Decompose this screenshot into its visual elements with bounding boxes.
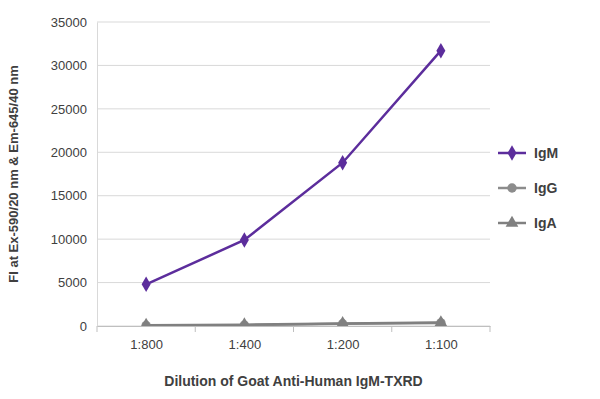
legend-label: IgA	[534, 215, 557, 231]
grid-line	[97, 239, 490, 240]
x-separator	[195, 326, 196, 332]
y-tick: 15000	[51, 188, 97, 203]
x-separator	[391, 326, 392, 332]
plot-marks	[140, 43, 447, 326]
y-tick: 20000	[51, 145, 97, 160]
x-tick: 1:100	[425, 326, 458, 352]
y-tick: 5000	[58, 275, 97, 290]
y-tick-label: 15000	[51, 188, 87, 203]
legend-label: IgM	[534, 145, 558, 161]
chart-svg: 0 5000 10000 15000 20000 25000 30000 35000 1:800…	[0, 0, 600, 399]
x-tick-label: 1:100	[425, 337, 458, 352]
grid-line	[97, 65, 490, 66]
x-tick-label: 1:400	[229, 337, 262, 352]
x-tick-label: 1:800	[130, 337, 163, 352]
series-marker	[336, 316, 349, 326]
x-tick-label: 1:200	[327, 337, 360, 352]
series-line	[146, 323, 441, 326]
grid-line	[97, 195, 490, 196]
series-marker	[240, 232, 249, 248]
y-axis: 0 5000 10000 15000 20000 25000 30000 35000	[51, 15, 98, 334]
grid-line	[97, 108, 490, 109]
series-marker	[338, 155, 347, 171]
y-tick: 0	[80, 319, 97, 334]
x-tick: 1:200	[327, 326, 360, 352]
y-tick-label: 5000	[58, 275, 87, 290]
y-tick-label: 10000	[51, 232, 87, 247]
legend: IgM IgG IgA	[498, 145, 558, 231]
x-tick: 1:800	[130, 326, 163, 352]
legend-item: IgM	[498, 145, 558, 161]
y-axis-line	[97, 23, 98, 327]
series-marker	[238, 317, 251, 326]
x-tick: 1:400	[229, 326, 262, 352]
series-marker	[142, 277, 151, 293]
x-axis: 1:800 1:400 1:200 1:100	[98, 326, 491, 352]
legend-item: IgA	[498, 215, 557, 231]
y-tick-label: 20000	[51, 145, 87, 160]
series-marker	[140, 318, 153, 326]
grid	[97, 22, 490, 326]
series-line	[146, 323, 441, 326]
legend-label: IgG	[534, 180, 557, 196]
grid-line	[97, 22, 490, 23]
series-line	[146, 51, 441, 285]
legend-marker	[508, 145, 517, 161]
legend-item: IgG	[498, 180, 557, 196]
series-marker	[436, 43, 445, 59]
y-tick: 25000	[51, 102, 97, 117]
legend-marker	[506, 216, 519, 227]
y-tick: 35000	[51, 15, 97, 30]
x-separator	[97, 326, 98, 332]
legend-marker	[507, 183, 516, 192]
x-separator	[293, 326, 294, 332]
y-tick: 30000	[51, 58, 97, 73]
grid-line	[97, 152, 490, 153]
series-marker	[435, 315, 448, 326]
y-tick: 10000	[51, 232, 97, 247]
grid-line	[97, 282, 490, 283]
x-separators	[97, 326, 490, 332]
y-tick-label: 0	[80, 319, 87, 334]
x-axis-title: Dilution of Goat Anti-Human IgM-TXRD	[164, 373, 422, 389]
y-tick-label: 25000	[51, 102, 87, 117]
y-axis-title: FI at Ex-590/20 nm & Em-645/40 nm	[6, 65, 21, 282]
x-separator	[490, 326, 491, 332]
y-tick-label: 35000	[51, 15, 87, 30]
y-tick-label: 30000	[51, 58, 87, 73]
